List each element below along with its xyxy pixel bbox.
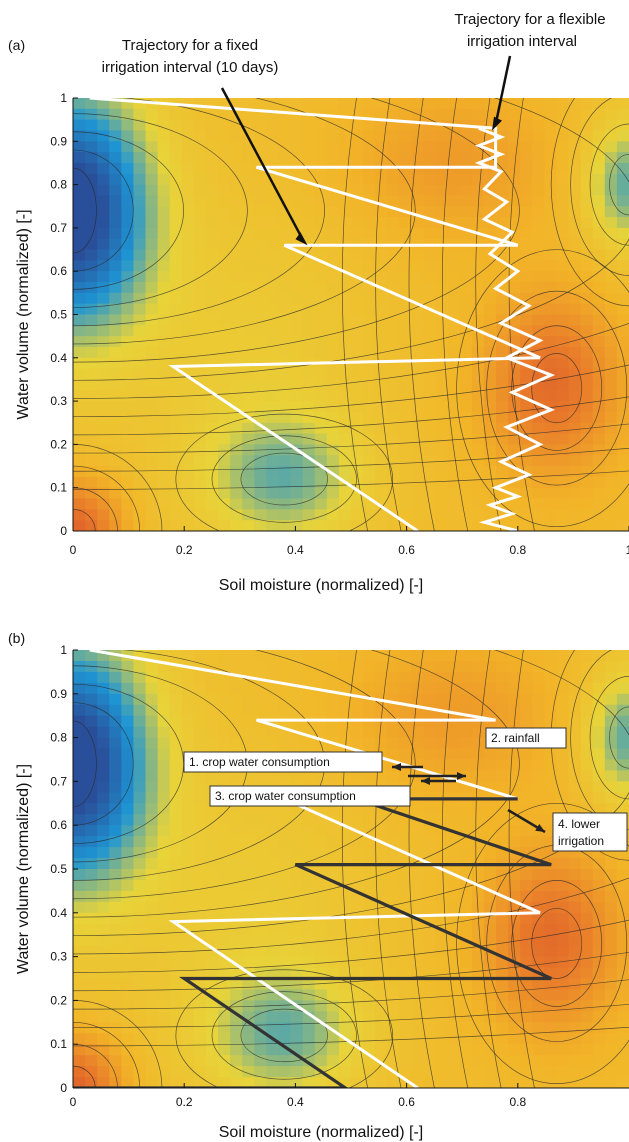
- annotation-text-2: 2. rainfall: [491, 731, 540, 745]
- y-tick-label: 0.9: [50, 134, 67, 148]
- y-tick-label: 1: [60, 91, 67, 105]
- x-axis-label: Soil moisture (normalized) [-]: [219, 1124, 424, 1141]
- y-tick-label: 0: [60, 1081, 67, 1095]
- arrowhead-fixed: [295, 232, 308, 246]
- x-tick-label: 0.2: [176, 1095, 193, 1109]
- annotation-fixed-line-2: irrigation interval (10 days): [102, 59, 279, 76]
- x-tick-label: 0.4: [287, 543, 304, 557]
- x-tick-label: 0: [70, 543, 77, 557]
- panel-b: 0 0.2 0.4 0.6 0.8 0 0.1 0.2 0.3 0.4 0.5 0.6 0.7 0.8 0.…: [8, 630, 629, 1141]
- annotation-text-4-line-2: irrigation: [558, 834, 604, 848]
- y-tick-label: 1: [60, 643, 67, 657]
- trajectory-line-2: [474, 126, 556, 531]
- y-tick-label: 0.7: [50, 221, 67, 235]
- panel-label: (a): [8, 37, 25, 53]
- y-tick-label: 0.6: [50, 264, 67, 278]
- arrowhead-flexible: [492, 116, 502, 131]
- annotation-text-3: 3. crop water consumption: [215, 789, 356, 803]
- y-tick-label: 0.7: [50, 774, 67, 788]
- trajectory-line-2: [73, 797, 552, 1088]
- y-tick-label: 0.5: [50, 308, 67, 322]
- y-tick-label: 0.8: [50, 178, 67, 192]
- y-tick-label: 0.4: [50, 351, 67, 365]
- contour-lines: [73, 98, 629, 531]
- annotations: 1. crop water consumption 2. rainfall 3. c…: [183, 727, 628, 852]
- y-tick-label: 0.9: [50, 687, 67, 701]
- annotation-box-3: [209, 785, 411, 807]
- annotation-arrow-flexible: [494, 55, 512, 123]
- y-tick-label: 0.2: [50, 993, 67, 1007]
- y-tick-label: 0.3: [50, 950, 67, 964]
- annotation-arrow-fixed: [220, 87, 304, 240]
- x-tick-label: 0.8: [509, 543, 526, 557]
- arrowhead-1: [392, 763, 401, 771]
- panel-label: (b): [8, 630, 25, 646]
- panel-a: 0 0.2 0.4 0.6 0.8 1 0 0.1 0.2 0.3 0.4 0.5 0.6 0.7 0.8 0…: [8, 11, 629, 594]
- y-axis-label: Water volume (normalized) [-]: [15, 209, 32, 419]
- x-axis-label: Soil moisture (normalized) [-]: [219, 577, 424, 594]
- y-tick-label: 0.4: [50, 906, 67, 920]
- annotation-box-1: [183, 751, 383, 773]
- annotation-flexible-line-1: Trajectory for a flexible: [454, 11, 605, 28]
- y-tick-label: 0.2: [50, 437, 67, 451]
- arrowhead-4: [535, 824, 545, 832]
- annotation-text-4-line-1: 4. lower: [558, 817, 600, 831]
- y-tick-label: 0.3: [50, 394, 67, 408]
- annotation-text-1: 1. crop water consumption: [189, 755, 330, 769]
- annotation-box-4: [552, 812, 628, 852]
- x-tick-label: 0: [70, 1095, 77, 1109]
- x-tick-label: 0.4: [287, 1095, 304, 1109]
- contour-field: [73, 98, 629, 531]
- x-tick-label: 0.6: [398, 1095, 415, 1109]
- annotation-fixed-line-1: Trajectory for a fixed: [122, 37, 258, 54]
- y-tick-label: 0.1: [50, 481, 67, 495]
- y-tick-label: 0.8: [50, 731, 67, 745]
- trajectory-line-1: [89, 98, 541, 531]
- arrowhead-2: [457, 772, 466, 780]
- y-tick-label: 0.1: [50, 1037, 67, 1051]
- y-axis-label: Water volume (normalized) [-]: [15, 764, 32, 974]
- annotations: Trajectory for a fixed irrigation interva…: [102, 11, 606, 246]
- x-tick-label: 0.6: [398, 543, 415, 557]
- annotation-flexible-line-2: irrigation interval: [467, 33, 577, 50]
- x-tick-label: 0.2: [176, 543, 193, 557]
- contour-field: [73, 650, 629, 1088]
- x-tick-label: 1: [626, 543, 629, 557]
- x-tick-label: 0.8: [509, 1095, 526, 1109]
- y-tick-label: 0.5: [50, 862, 67, 876]
- y-tick-label: 0.6: [50, 818, 67, 832]
- arrowhead-3: [421, 777, 430, 785]
- annotation-box-2: [485, 727, 567, 749]
- y-tick-label: 0: [60, 524, 67, 538]
